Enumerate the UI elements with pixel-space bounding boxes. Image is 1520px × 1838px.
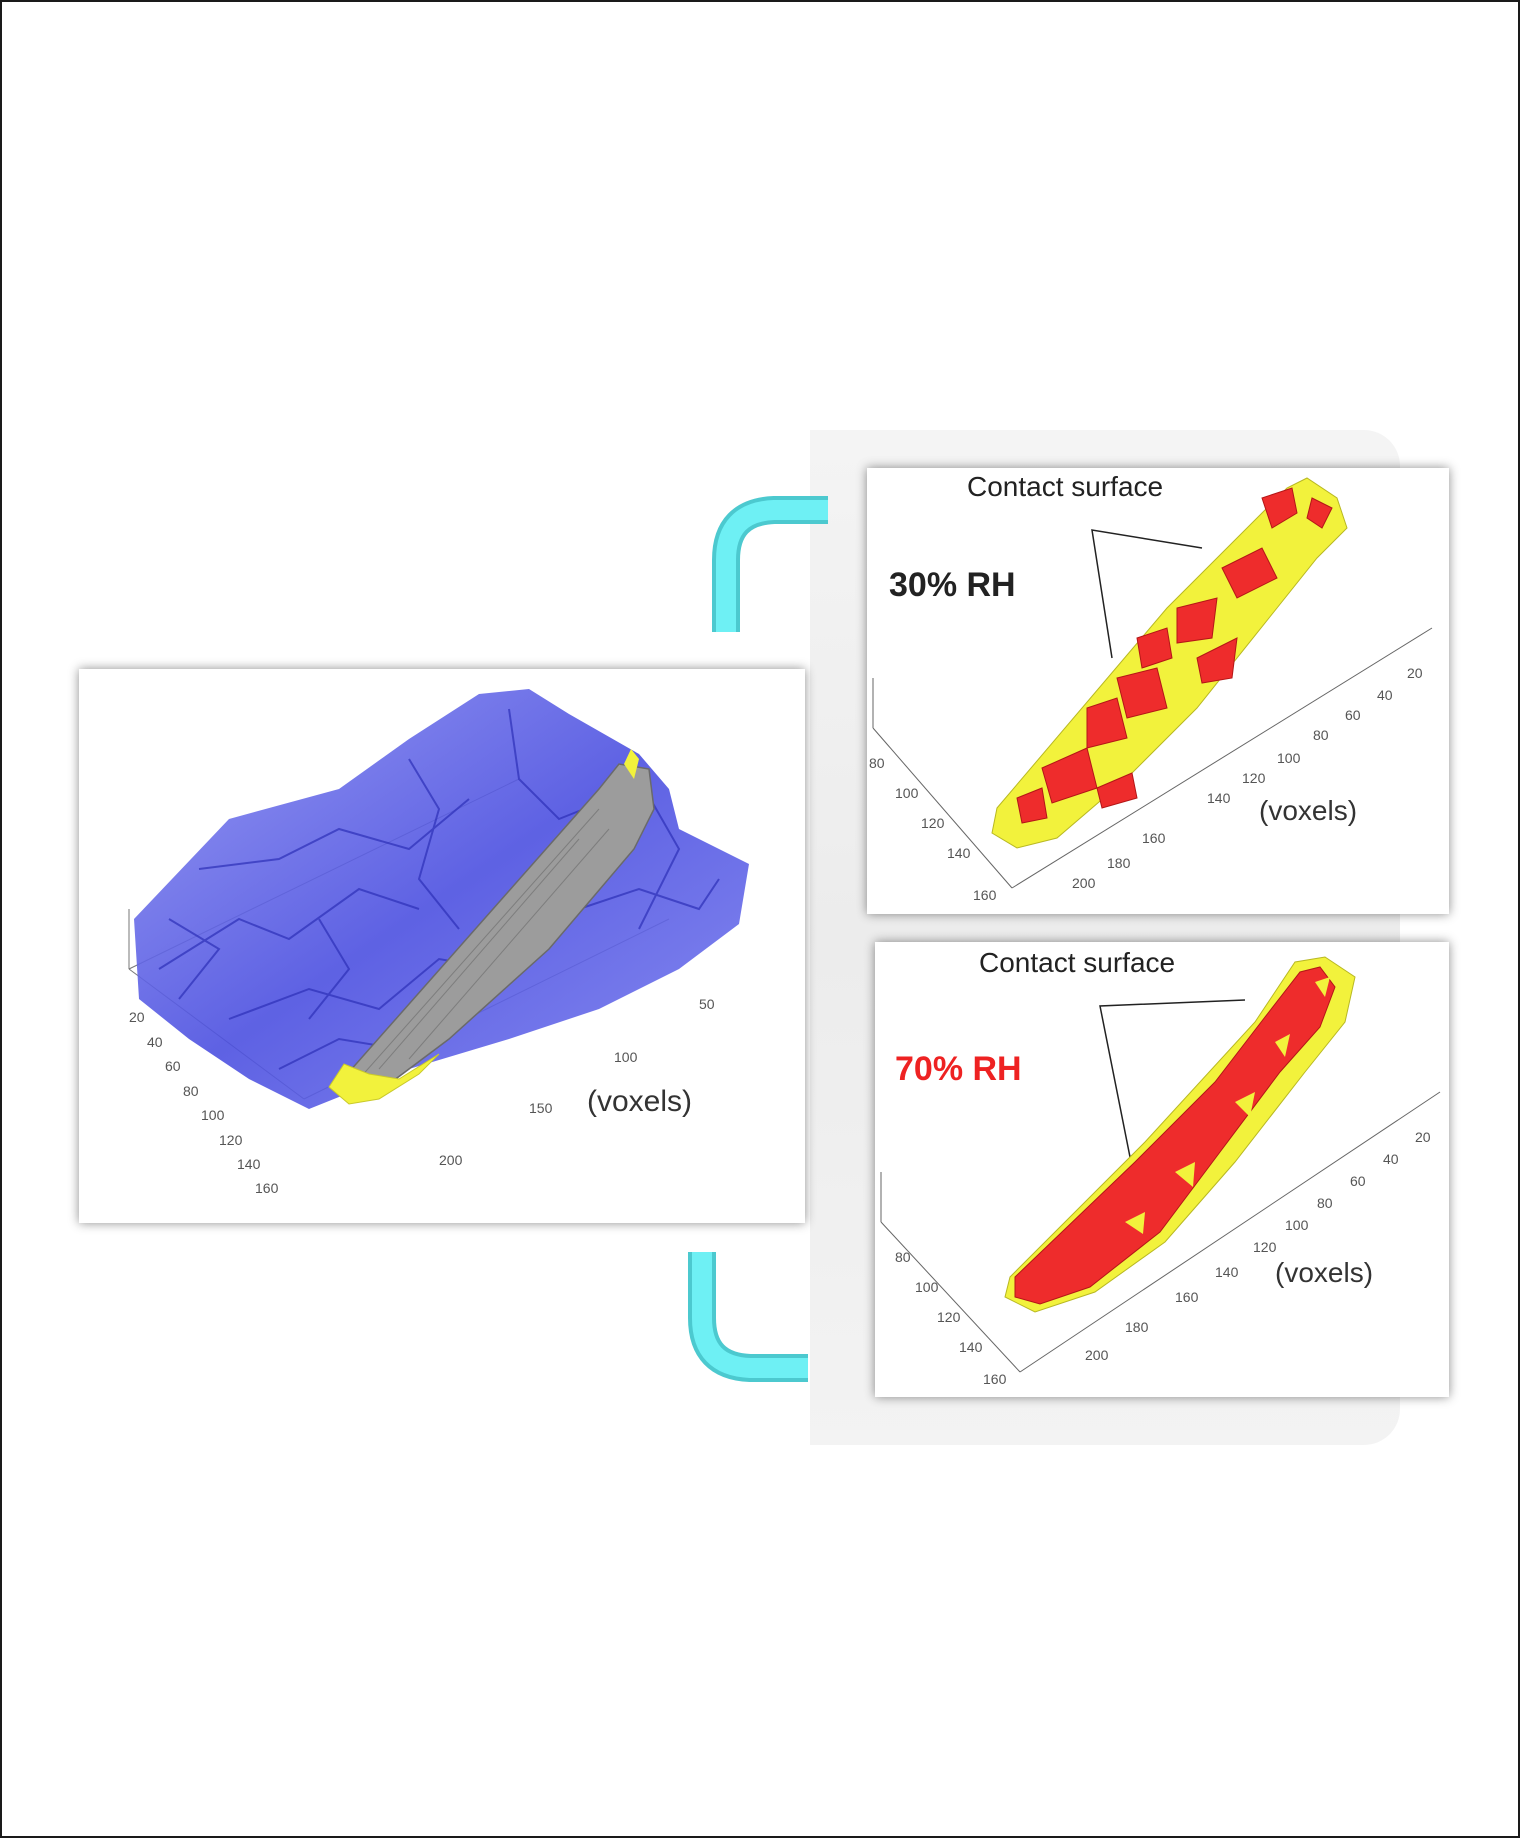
tick-label: 100 <box>201 1107 225 1123</box>
tick-label: 120 <box>219 1132 243 1148</box>
tick-label: 200 <box>1085 1347 1109 1363</box>
tick-label: 100 <box>1285 1217 1309 1233</box>
pore-texture <box>158 708 720 1070</box>
axis-box <box>872 627 1433 889</box>
tick-label: 160 <box>983 1371 1007 1387</box>
tick-label: 80 <box>895 1249 911 1265</box>
tick-label: 80 <box>869 755 885 771</box>
tick-label: 50 <box>699 996 715 1012</box>
left-axis-ticks: 20 40 60 80 100 120 140 160 <box>129 1009 279 1196</box>
pointer-lines <box>1091 529 1203 659</box>
tick-label: 200 <box>439 1152 463 1168</box>
tick-label: 100 <box>1277 750 1301 766</box>
voxels-label: (voxels) <box>1259 795 1357 826</box>
tick-label: 150 <box>529 1100 553 1116</box>
axis-box <box>880 1091 1441 1373</box>
pore-volume <box>134 689 749 1109</box>
contact-surface-30rh-panel: Contact surface 30% RH 80 <box>867 468 1449 914</box>
grain-yellow <box>991 477 1348 849</box>
tick-label: 40 <box>1377 687 1393 703</box>
contact-surface-30rh-render: Contact surface 30% RH 80 <box>869 471 1433 903</box>
tick-label: 100 <box>895 785 919 801</box>
tick-label: 20 <box>1415 1129 1431 1145</box>
right-axis-ticks: 20 40 60 80 100 120 140 160 180 200 <box>1072 665 1423 891</box>
connector-bottom-fill <box>692 1252 808 1378</box>
voxels-label: (voxels) <box>587 1085 692 1118</box>
grain-body <box>332 763 655 1100</box>
panel-title: Contact surface <box>979 947 1175 978</box>
tick-label: 120 <box>1253 1239 1277 1255</box>
contact-surface-70rh-render: Contact surface 70% RH 80 100 120 140 <box>880 947 1441 1387</box>
pore-network-render: 20 40 60 80 100 120 140 160 50 100 150 2… <box>128 689 749 1196</box>
tick-label: 140 <box>237 1156 261 1172</box>
left-axis-ticks: 80 100 120 140 160 <box>869 755 997 903</box>
tick-label: 140 <box>959 1339 983 1355</box>
right-axis-ticks: 50 100 150 200 <box>439 996 715 1168</box>
grain-contact-yellow-top <box>624 749 639 779</box>
right-axis-ticks: 20 40 60 80 100 120 140 160 180 200 <box>1085 1129 1431 1363</box>
tick-label: 180 <box>1125 1319 1149 1335</box>
tick-label: 120 <box>1242 770 1266 786</box>
tick-label: 60 <box>165 1058 181 1074</box>
tick-label: 160 <box>1175 1289 1199 1305</box>
tick-label: 100 <box>915 1279 939 1295</box>
tick-label: 120 <box>921 815 945 831</box>
contact-surface-70rh-panel: Contact surface 70% RH 80 100 120 140 <box>875 942 1449 1397</box>
tick-label: 80 <box>1313 727 1329 743</box>
pointer-lines <box>1099 999 1246 1158</box>
tick-label: 100 <box>614 1049 638 1065</box>
voxels-label: (voxels) <box>1275 1257 1373 1288</box>
tick-label: 120 <box>937 1309 961 1325</box>
tick-label: 160 <box>973 887 997 903</box>
left-axis-ticks: 80 100 120 140 160 <box>895 1249 1007 1387</box>
grain-texture <box>358 808 610 1080</box>
panel-title: Contact surface <box>967 471 1163 502</box>
grain-red <box>1014 966 1336 1305</box>
pore-network-panel: 20 40 60 80 100 120 140 160 50 100 150 2… <box>79 669 805 1223</box>
tick-label: 160 <box>1142 830 1166 846</box>
tick-label: 140 <box>1207 790 1231 806</box>
tick-label: 200 <box>1072 875 1096 891</box>
tick-label: 20 <box>1407 665 1423 681</box>
tick-label: 140 <box>1215 1264 1239 1280</box>
rh-label: 30% RH <box>889 566 1016 604</box>
tick-label: 60 <box>1350 1173 1366 1189</box>
tick-label: 20 <box>129 1009 145 1025</box>
tick-label: 140 <box>947 845 971 861</box>
yellow-remnants <box>1125 977 1330 1234</box>
grain-contact-yellow <box>328 1053 440 1105</box>
tick-label: 60 <box>1345 707 1361 723</box>
connector-top-fill <box>716 500 828 632</box>
tick-label: 180 <box>1107 855 1131 871</box>
tick-label: 40 <box>147 1034 163 1050</box>
tick-label: 80 <box>1317 1195 1333 1211</box>
tick-label: 160 <box>255 1180 279 1196</box>
tick-label: 80 <box>183 1083 199 1099</box>
rh-label: 70% RH <box>895 1050 1022 1088</box>
tick-label: 40 <box>1383 1151 1399 1167</box>
contact-red-patches <box>1016 487 1333 824</box>
